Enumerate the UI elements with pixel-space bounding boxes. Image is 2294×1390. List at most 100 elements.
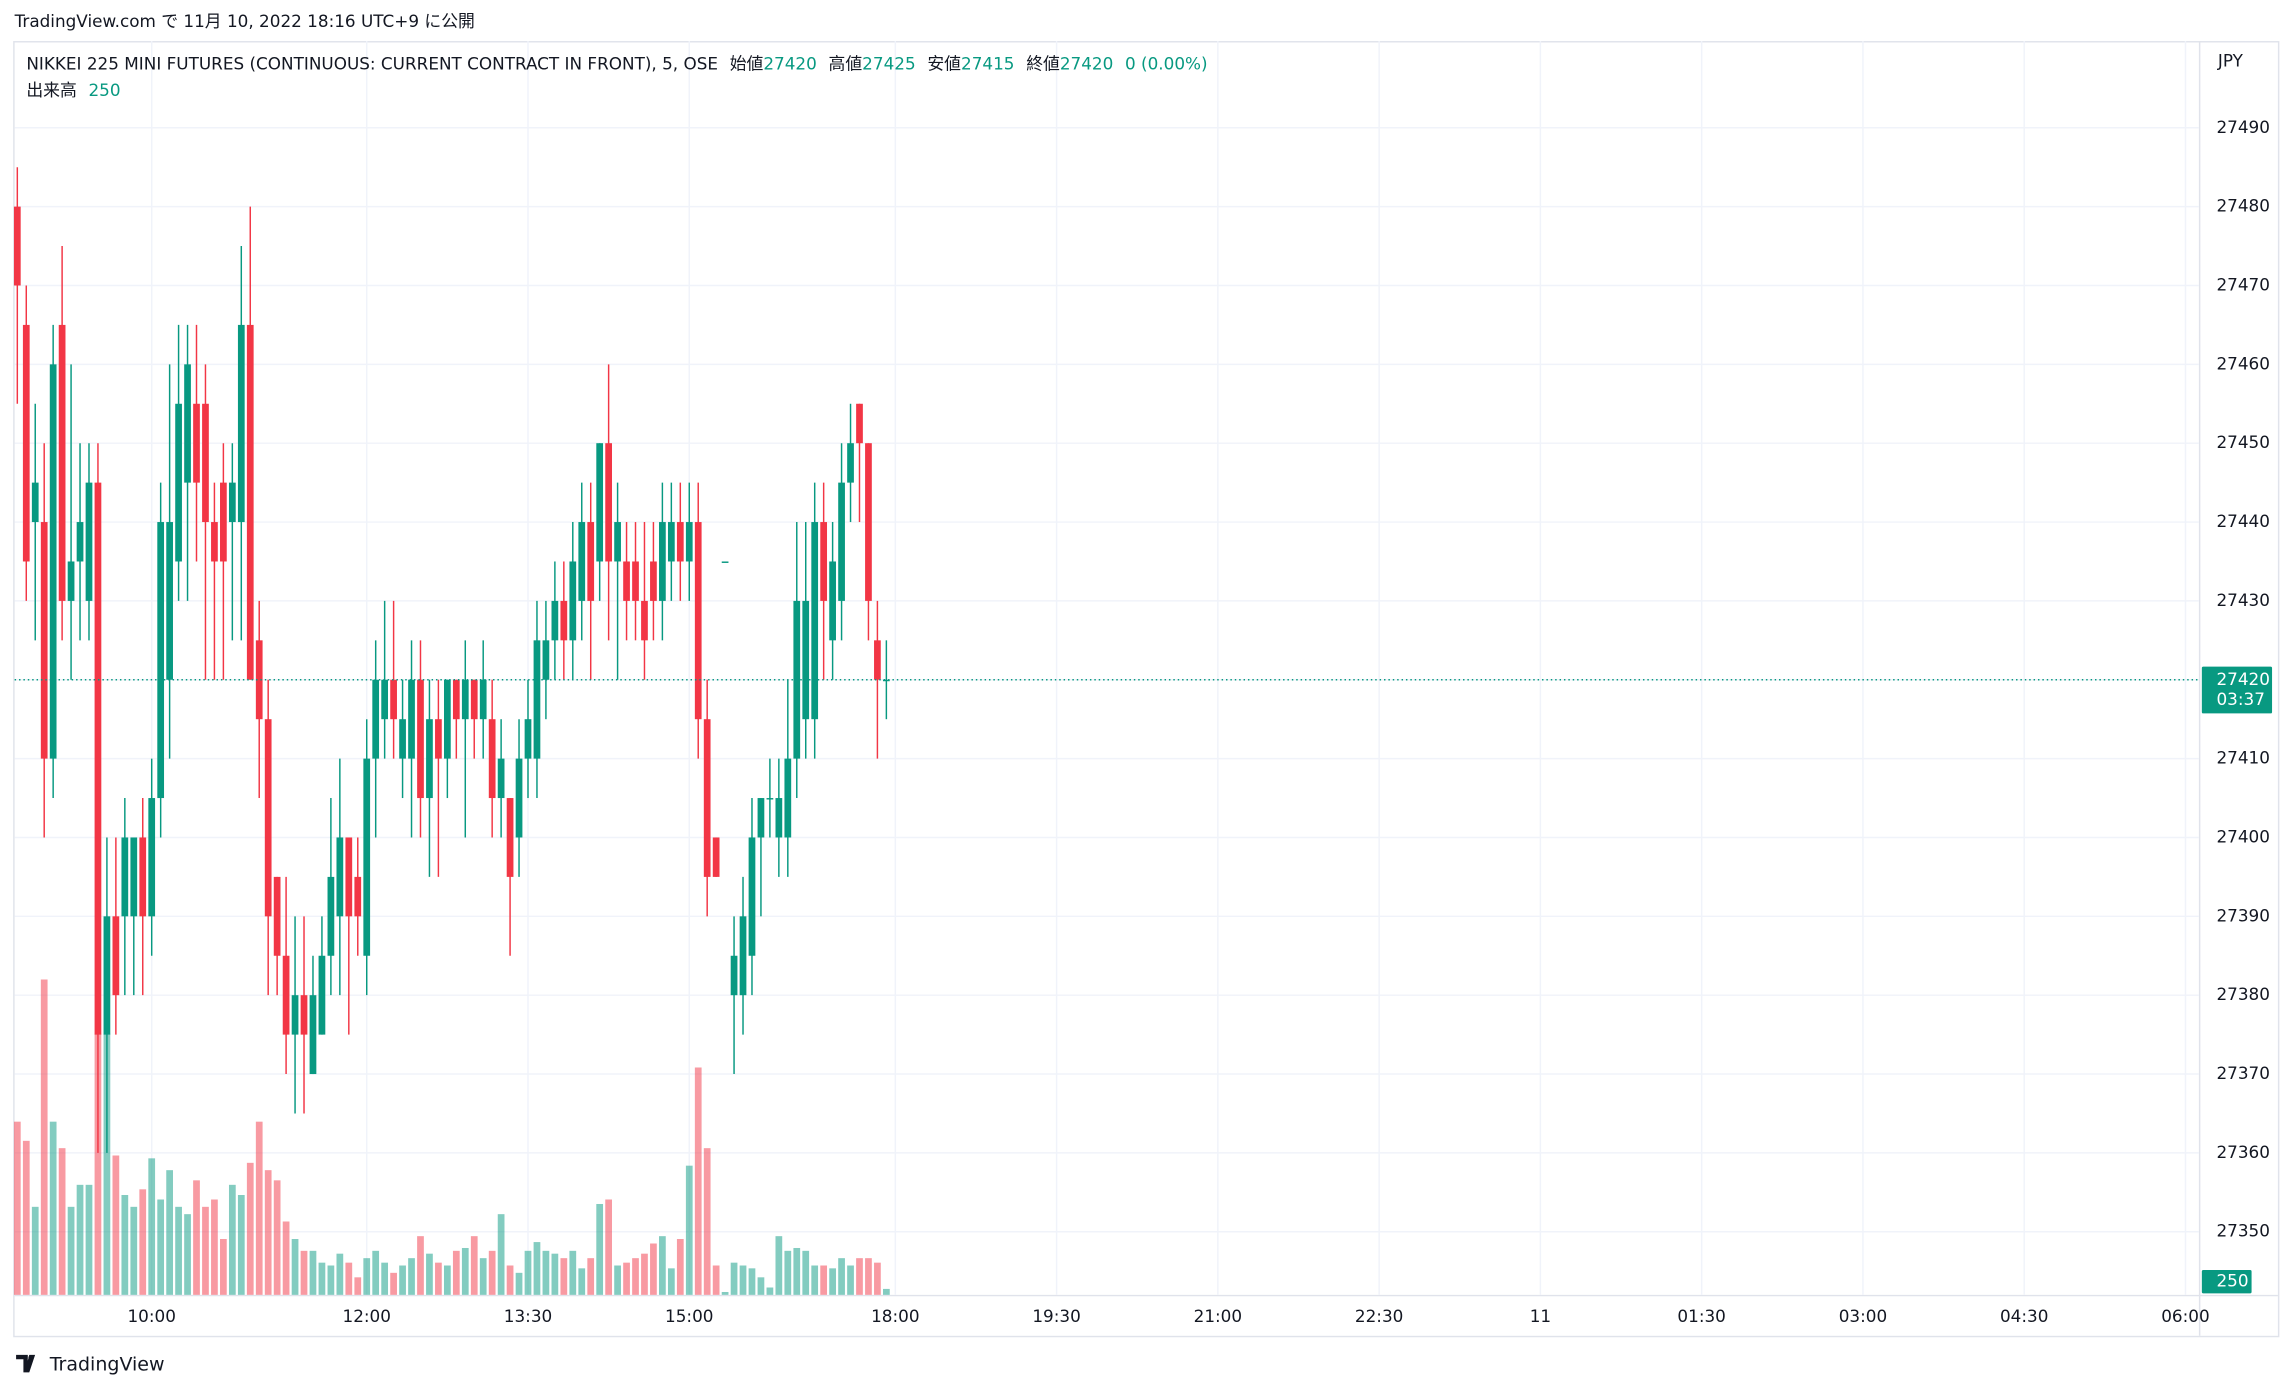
candle-body bbox=[443, 679, 451, 759]
candle-body bbox=[408, 679, 415, 759]
candle-body bbox=[237, 324, 245, 523]
volume-bar bbox=[605, 1199, 612, 1295]
candle-body bbox=[399, 719, 406, 759]
candle-body bbox=[184, 364, 191, 483]
candle-body bbox=[211, 522, 218, 562]
volume-bar bbox=[211, 1199, 218, 1295]
low-value: 27415 bbox=[961, 53, 1014, 73]
volume-bar bbox=[246, 1162, 254, 1295]
volume-bar bbox=[443, 1265, 451, 1295]
volume-bar bbox=[363, 1258, 371, 1295]
candle-body bbox=[641, 600, 648, 641]
candle-body bbox=[220, 482, 227, 562]
candle-body bbox=[542, 640, 550, 680]
volume-bar bbox=[318, 1262, 326, 1295]
candle-body bbox=[426, 719, 433, 799]
y-tick-label: 27460 bbox=[2216, 353, 2269, 373]
volume-bar bbox=[569, 1250, 577, 1295]
candle-body bbox=[623, 561, 630, 601]
last-volume-label: 250 bbox=[2216, 1271, 2248, 1291]
last-price-box bbox=[2201, 666, 2273, 714]
candle-body bbox=[40, 522, 48, 759]
candle-body bbox=[94, 482, 102, 1035]
volume-bar bbox=[811, 1265, 819, 1295]
y-tick-label: 27440 bbox=[2216, 511, 2269, 531]
candle-body bbox=[560, 600, 568, 641]
candle-body bbox=[703, 719, 711, 877]
volume-bar bbox=[497, 1214, 505, 1295]
volume-bar bbox=[757, 1277, 765, 1295]
candle-body bbox=[829, 561, 836, 641]
volume-bar bbox=[417, 1236, 424, 1295]
candle-body bbox=[802, 600, 810, 720]
candle-body bbox=[363, 758, 371, 956]
candle-body bbox=[784, 758, 792, 838]
volume-bar bbox=[623, 1262, 630, 1295]
volume-bar bbox=[166, 1170, 173, 1295]
candle-body bbox=[273, 876, 281, 956]
last-volume-box bbox=[2201, 1269, 2252, 1294]
candle-body bbox=[193, 403, 200, 483]
candle-body bbox=[578, 522, 586, 601]
candle-body bbox=[605, 443, 612, 562]
volume-bar bbox=[228, 1184, 236, 1295]
volume-bar bbox=[847, 1265, 854, 1295]
candle-body bbox=[479, 679, 487, 720]
y-tick-label: 27390 bbox=[2216, 905, 2269, 925]
x-tick-label: 22:30 bbox=[1355, 1306, 1403, 1326]
volume-bar bbox=[282, 1221, 290, 1295]
candle-body bbox=[587, 522, 595, 601]
candle-body bbox=[318, 955, 326, 1035]
legend-line: NIKKEI 225 MINI FUTURES (CONTINUOUS: CUR… bbox=[26, 53, 1207, 73]
candle-body bbox=[847, 443, 854, 483]
candle-body bbox=[730, 955, 738, 996]
candle-body bbox=[676, 522, 684, 562]
y-tick-label: 27360 bbox=[2216, 1142, 2269, 1162]
volume-bar bbox=[676, 1239, 684, 1295]
x-tick-label: 03:00 bbox=[1839, 1306, 1887, 1326]
candle-body bbox=[452, 679, 460, 720]
volume-bar bbox=[193, 1180, 200, 1295]
candle-body bbox=[614, 522, 621, 562]
candle-body bbox=[596, 443, 604, 562]
volume-bar bbox=[381, 1262, 389, 1295]
marks bbox=[13, 167, 890, 1295]
candle-body bbox=[103, 916, 111, 1035]
volume-bar bbox=[202, 1206, 209, 1295]
volume-bar bbox=[883, 1288, 890, 1295]
y-tick-label: 27450 bbox=[2216, 432, 2269, 452]
candle-body bbox=[49, 364, 57, 759]
volume-bar bbox=[766, 1287, 774, 1295]
volume-bar bbox=[49, 1121, 57, 1295]
footer-logo: TradingView bbox=[16, 1354, 165, 1376]
high-label: 高値 bbox=[829, 53, 863, 73]
candle-body bbox=[381, 679, 389, 720]
candle-body bbox=[650, 561, 657, 601]
volume-bar bbox=[829, 1268, 836, 1295]
volume-bar bbox=[721, 1291, 729, 1295]
candle-body bbox=[569, 561, 577, 641]
volume-bar bbox=[632, 1258, 639, 1295]
volume-bar bbox=[802, 1250, 810, 1295]
volume-bar bbox=[739, 1265, 747, 1295]
volume-bar bbox=[103, 1033, 111, 1295]
volume-bar bbox=[703, 1148, 711, 1295]
volume-bar bbox=[650, 1243, 657, 1295]
candle-body bbox=[748, 837, 756, 956]
volume-bar bbox=[354, 1277, 362, 1295]
x-tick-label: 19:30 bbox=[1032, 1306, 1080, 1326]
y-tick-label: 27410 bbox=[2216, 748, 2269, 768]
close-value: 27420 bbox=[1060, 53, 1113, 73]
volume-bar bbox=[300, 1250, 308, 1295]
candle-body bbox=[282, 955, 290, 1035]
candle-body bbox=[121, 837, 129, 917]
candle-body bbox=[336, 837, 344, 917]
volume-bar bbox=[76, 1184, 84, 1295]
candle-body bbox=[820, 522, 828, 601]
volume-bar bbox=[479, 1258, 487, 1295]
volume-bar bbox=[694, 1067, 702, 1295]
candle-body bbox=[739, 916, 747, 996]
candle-body bbox=[327, 876, 335, 956]
volume-bar bbox=[390, 1272, 397, 1295]
